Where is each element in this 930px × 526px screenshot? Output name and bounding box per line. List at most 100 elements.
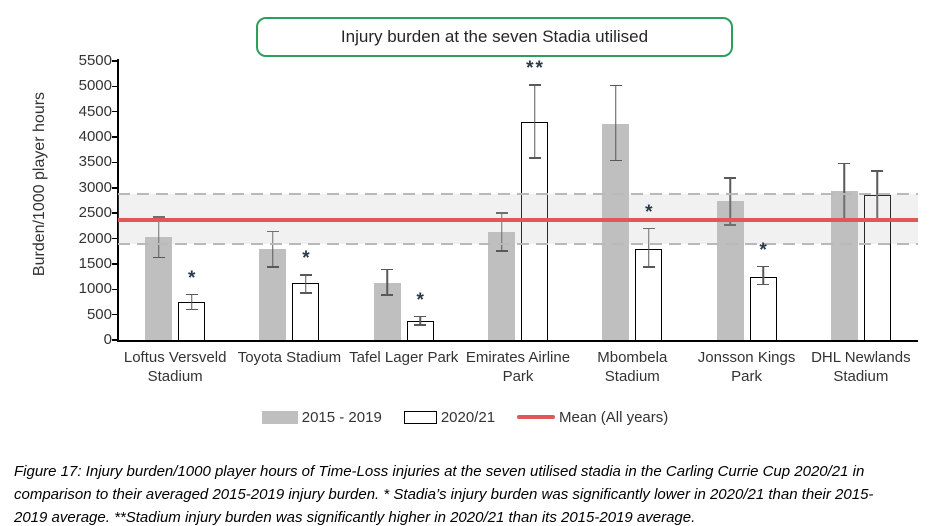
error-bar-stem xyxy=(386,268,388,296)
error-bar xyxy=(642,227,655,268)
y-tick-label: 5500 xyxy=(78,52,112,69)
error-bar-stem xyxy=(272,230,274,268)
legend-item-2020-21: 2020/21 xyxy=(403,408,496,426)
significance-marker: * xyxy=(187,267,198,289)
x-category-label: Jonsson Kings Park xyxy=(697,349,796,385)
x-category-label: Loftus Versveld Stadium xyxy=(123,349,227,385)
plot-area: * * * ** * * xyxy=(112,58,918,342)
y-tick-mark xyxy=(112,263,118,265)
error-bar xyxy=(299,274,312,294)
error-bar-stem xyxy=(533,84,536,159)
significance-marker: * xyxy=(302,248,312,270)
error-bar xyxy=(152,216,165,259)
legend-swatch-mean-line xyxy=(517,415,556,419)
error-bar-cap-top xyxy=(609,84,622,87)
error-bar-stem xyxy=(729,177,731,226)
error-bar-cap-top xyxy=(152,216,165,218)
y-tick-label: 2500 xyxy=(78,204,112,222)
error-bar-stem xyxy=(500,212,503,252)
y-tick-mark xyxy=(112,136,118,138)
y-tick-label: 500 xyxy=(86,305,112,323)
error-bar-stem xyxy=(419,315,421,326)
error-bar-stem xyxy=(615,84,617,162)
y-tick-mark xyxy=(112,212,118,214)
x-axis-category-labels: Loftus Versveld Stadium Toyota Stadium Taf… xyxy=(118,348,918,392)
y-tick-label: 4000 xyxy=(78,128,112,146)
error-bar-cap-bottom xyxy=(528,157,541,159)
error-bar-stem xyxy=(648,227,650,268)
error-bar xyxy=(757,265,770,286)
y-tick-mark xyxy=(112,110,118,113)
error-bar xyxy=(871,170,884,220)
y-tick-mark xyxy=(112,339,118,341)
chart-legend: 2015 - 2019 2020/21 Mean (All years) xyxy=(0,406,930,428)
y-tick-mark xyxy=(112,313,118,316)
error-bar-cap-bottom xyxy=(381,294,394,296)
error-bar-stem xyxy=(305,274,307,294)
y-tick-mark xyxy=(112,237,118,240)
significance-marker: * xyxy=(416,289,426,311)
error-bar-cap-bottom xyxy=(724,224,737,226)
figure-caption: Figure 17: Injury burden/1000 player hou… xyxy=(14,463,874,526)
band-lower-dashed-line xyxy=(118,242,918,245)
legend-swatch-2020-21 xyxy=(403,410,437,424)
y-tick-mark xyxy=(112,288,118,291)
error-bar-cap-bottom xyxy=(152,256,165,259)
y-tick-mark xyxy=(112,60,118,62)
error-bar-cap-top xyxy=(838,162,851,165)
error-bar-cap-top xyxy=(299,274,312,276)
y-axis-line xyxy=(117,59,119,340)
error-bar xyxy=(414,315,427,326)
x-category-label: Mbombela Stadium xyxy=(597,349,668,385)
error-bar-cap-top xyxy=(642,227,655,230)
error-bar-cap-bottom xyxy=(495,250,508,252)
y-tick-mark xyxy=(112,161,118,164)
error-bar xyxy=(495,212,508,252)
error-bar-stem xyxy=(157,216,160,259)
significance-marker: * xyxy=(645,201,655,223)
error-bar-cap-bottom xyxy=(609,159,622,162)
error-bar xyxy=(381,268,394,296)
error-bar xyxy=(838,162,851,220)
error-bar-cap-top xyxy=(757,265,770,268)
error-bar-cap-bottom xyxy=(185,308,198,311)
error-bar-cap-top xyxy=(381,268,394,271)
error-bar-cap-top xyxy=(414,315,427,318)
mean-line xyxy=(118,218,918,223)
error-bar-cap-bottom xyxy=(871,218,884,220)
error-bar-cap-top xyxy=(495,212,508,214)
error-bar-stem xyxy=(843,162,846,220)
legend-swatch-2015-2019 xyxy=(261,410,298,424)
y-tick-label: 1000 xyxy=(78,280,112,298)
error-bar-cap-bottom xyxy=(757,283,770,286)
significance-marker: * xyxy=(759,239,769,261)
y-tick-label: 3500 xyxy=(78,153,112,171)
chart-title-box: Injury burden at the seven Stadia utilis… xyxy=(256,17,733,57)
y-tick-label: 3000 xyxy=(78,178,112,196)
x-axis-line xyxy=(117,340,918,342)
error-bar-cap-top xyxy=(871,170,884,172)
y-tick-label: 0 xyxy=(103,331,112,348)
y-tick-mark xyxy=(112,85,118,88)
error-bar-cap-top xyxy=(266,230,279,233)
error-bar-cap-bottom xyxy=(838,218,851,220)
legend-item-2015-2019: 2015 - 2019 xyxy=(261,408,382,426)
error-bar-cap-top xyxy=(528,84,541,86)
x-category-label: Toyota Stadium xyxy=(237,349,342,366)
y-axis-label: Burden/1000 player hours xyxy=(31,91,48,277)
error-bar-cap-top xyxy=(724,177,737,179)
bar-2020-21 xyxy=(749,276,777,340)
y-tick-mark xyxy=(112,187,118,189)
error-bar-cap-bottom xyxy=(266,266,279,268)
legend-label-2015-2019: 2015 - 2019 xyxy=(301,408,382,426)
error-bar xyxy=(185,293,198,311)
legend-item-mean-line: Mean (All years) xyxy=(517,409,668,426)
significance-marker: ** xyxy=(526,58,545,80)
legend-label-2020-21: 2020/21 xyxy=(440,408,496,426)
y-tick-label: 1500 xyxy=(78,254,112,272)
x-category-label: Emirates Airline Park xyxy=(465,349,571,385)
error-bar-cap-bottom xyxy=(414,324,427,326)
chart-title: Injury burden at the seven Stadia utilis… xyxy=(340,27,649,46)
error-bar xyxy=(724,177,737,226)
error-bar xyxy=(528,84,541,159)
